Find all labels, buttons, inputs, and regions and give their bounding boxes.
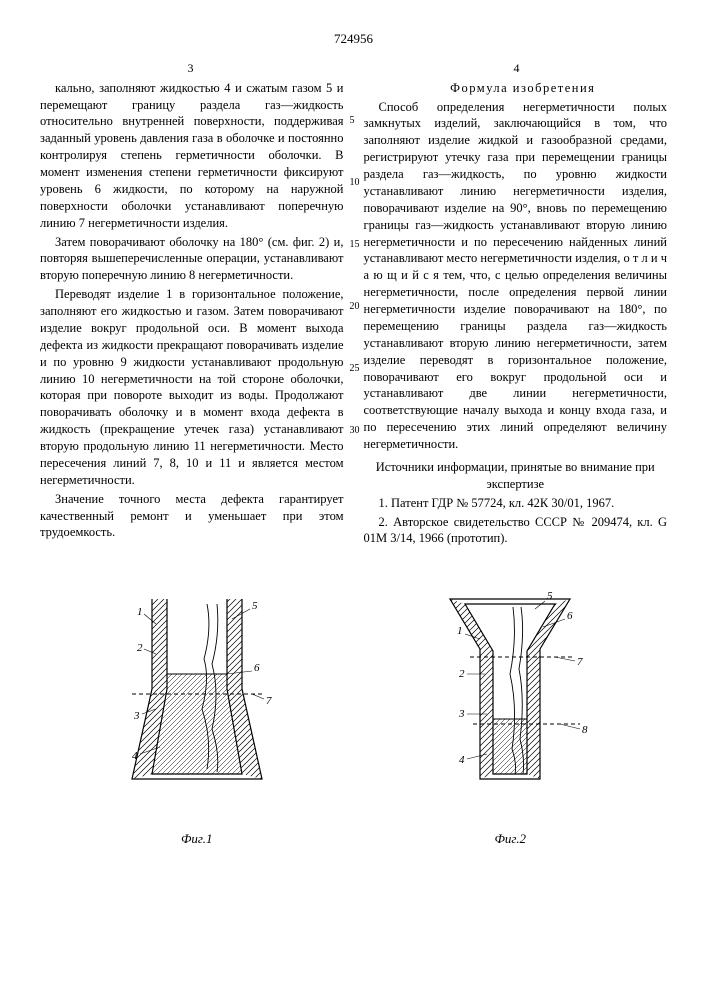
fig1-label-1: 1 (137, 606, 143, 618)
fig1-label-5: 5 (252, 600, 258, 612)
formula-title: Формула изобретения (364, 80, 668, 97)
fig2-label-3: 3 (458, 708, 465, 720)
sources-title: Источники информации, принятые во вниман… (364, 459, 668, 493)
fig2-label-4: 4 (459, 754, 465, 766)
fig2-label-8: 8 (582, 724, 588, 736)
document-number: 724956 (40, 30, 667, 48)
source-1: 1. Патент ГДР № 57724, кл. 42К 30/01, 19… (364, 495, 668, 512)
page-number-left: 3 (40, 60, 341, 76)
left-para-2: Затем поворачивают оболочку на 180° (см.… (40, 234, 344, 285)
line-number-marks: 5 10 15 20 25 30 (350, 80, 360, 436)
figure-2-svg: 1 2 3 4 5 6 7 8 (425, 579, 595, 824)
figure-2-caption: Фиг.2 (425, 830, 595, 848)
claim-text: Способ определения негерметичности полых… (364, 99, 668, 453)
figures-row: 1 2 3 4 5 6 7 Фиг.1 (40, 579, 667, 848)
page-header: 3 4 (40, 60, 667, 76)
fig1-label-3: 3 (133, 710, 140, 722)
left-para-1: кально, заполняют жидкостью 4 и сжатым г… (40, 80, 344, 232)
source-2: 2. Авторское свидетельство СССР № 209474… (364, 514, 668, 548)
fig1-label-6: 6 (254, 662, 260, 674)
fig2-label-1: 1 (457, 625, 463, 637)
fig1-label-4: 4 (132, 750, 138, 762)
right-column: 5 10 15 20 25 30 Формула изобретения Спо… (364, 80, 668, 550)
figure-2: 1 2 3 4 5 6 7 8 Фиг.2 (425, 579, 595, 848)
figure-1-caption: Фиг.1 (112, 830, 282, 848)
fig1-label-2: 2 (137, 642, 143, 654)
figure-1: 1 2 3 4 5 6 7 Фиг.1 (112, 579, 282, 848)
page-number-right: 4 (366, 60, 667, 76)
fig1-label-7: 7 (266, 695, 272, 707)
left-para-3: Переводят изделие 1 в горизонтальное пол… (40, 286, 344, 489)
fig2-label-6: 6 (567, 610, 573, 622)
figure-1-svg: 1 2 3 4 5 6 7 (112, 579, 282, 824)
fig2-label-2: 2 (459, 668, 465, 680)
text-columns: кально, заполняют жидкостью 4 и сжатым г… (40, 80, 667, 550)
fig2-label-5: 5 (547, 590, 553, 602)
left-column: кально, заполняют жидкостью 4 и сжатым г… (40, 80, 344, 550)
fig2-label-7: 7 (577, 656, 583, 668)
left-para-4: Значение точного места дефекта гарантиру… (40, 491, 344, 542)
